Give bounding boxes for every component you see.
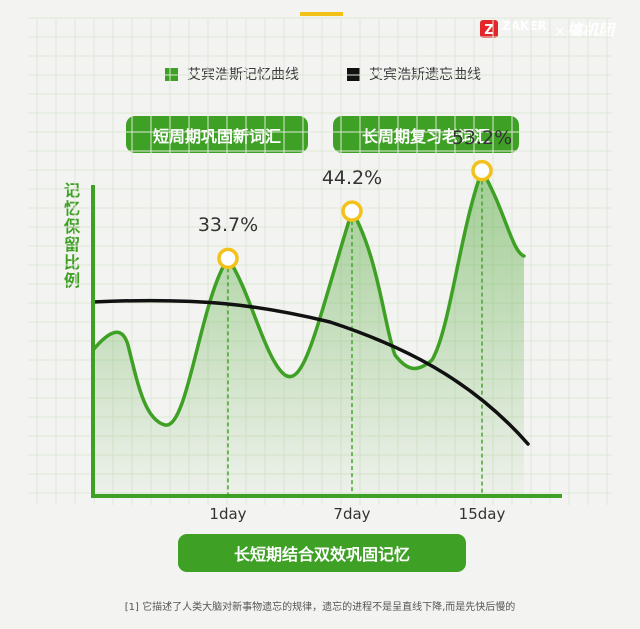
- svg-text:×: ×: [554, 24, 566, 40]
- peak-value-label: 44.2%: [321, 167, 383, 190]
- x-tick-label: 1day: [209, 505, 247, 523]
- peak-value-label: 53.2%: [451, 126, 513, 149]
- memory-curve-area: [93, 170, 524, 496]
- x-tick-label: 15day: [458, 505, 506, 523]
- legend-forgetting-swatch: [347, 67, 360, 81]
- combined-memory-button: 长短期结合双效巩固记忆: [178, 534, 466, 572]
- peak-value-label: 33.7%: [197, 214, 259, 237]
- x-tick-label: 7day: [333, 505, 371, 523]
- peak-marker: [341, 200, 363, 222]
- memory-curve-line: [91, 166, 526, 427]
- svg-text:Z: Z: [484, 23, 493, 38]
- forgetting-curve-line: [91, 298, 530, 446]
- legend-memory-swatch: [165, 67, 178, 81]
- svg-text:ZAKER: ZAKER: [502, 19, 547, 33]
- long-term-button: 长周期复习老词汇: [333, 116, 519, 153]
- footnote: [1] 它描述了人类大脑对新事物遗忘的规律，遗忘的进程不是呈直线下降,而是先快后…: [124, 602, 516, 613]
- top-accent-bar: [300, 12, 343, 16]
- peak-marker: [217, 247, 239, 270]
- svg-text:搞机团: 搞机团: [566, 21, 617, 40]
- short-term-button: 短周期巩固新词汇: [126, 116, 308, 153]
- peak-marker: [471, 159, 493, 182]
